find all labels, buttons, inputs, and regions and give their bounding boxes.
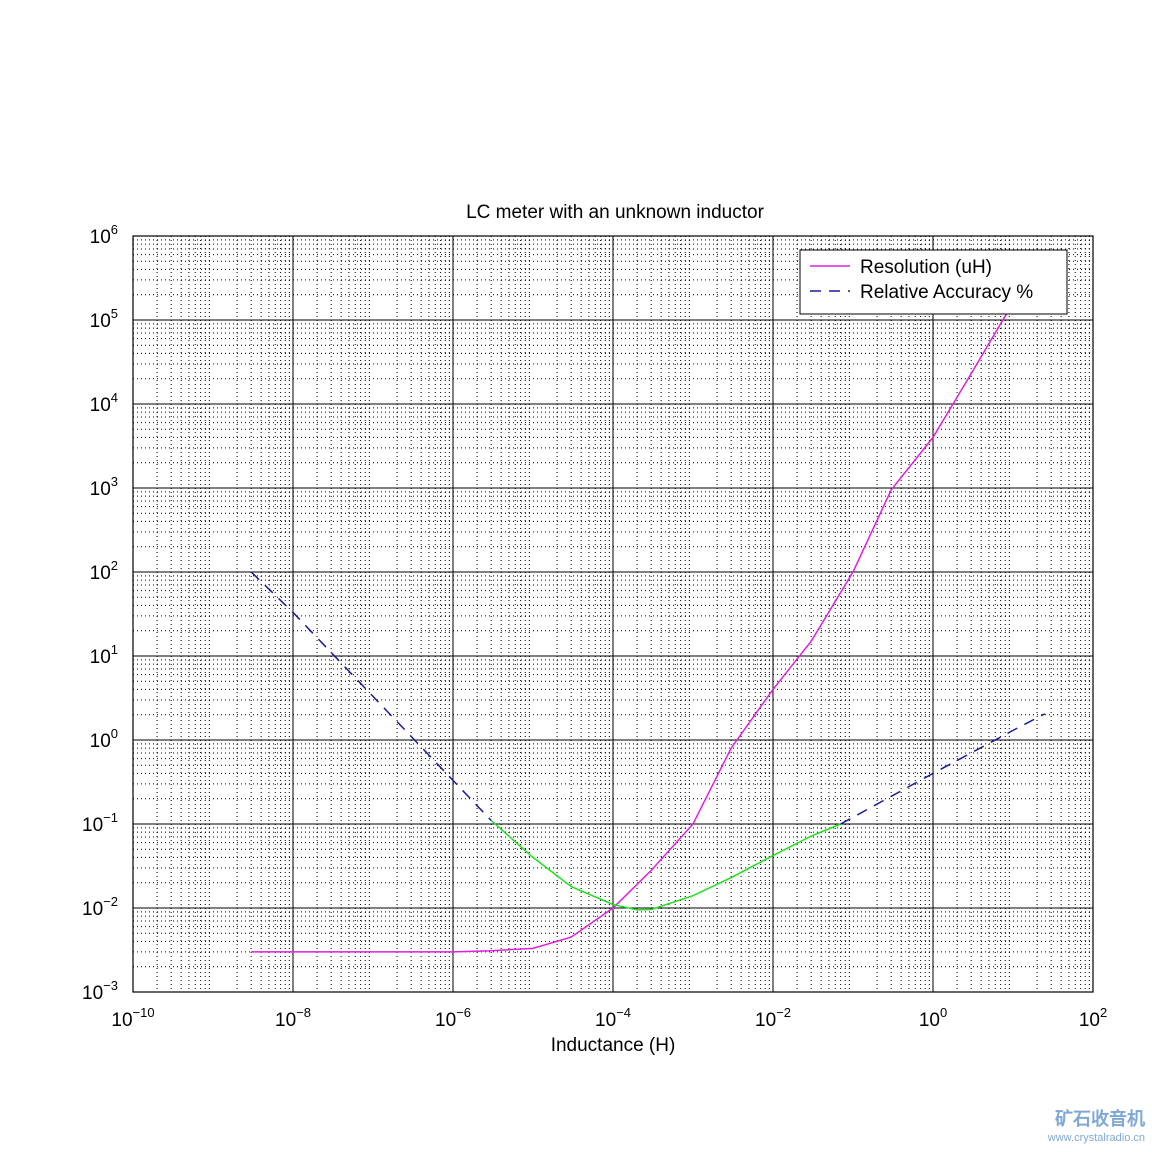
tick-label-exponent: 0 [111,726,118,741]
tick-label: 105 [90,306,118,332]
tick-label-base: 10 [90,647,111,668]
tick-label-exponent: 0 [940,1005,947,1020]
tick-label: 10−1 [82,810,118,836]
tick-label-exponent: 2 [1100,1005,1107,1020]
tick-label-base: 10 [595,1010,616,1031]
tick-label: 10−2 [82,894,118,920]
tick-label-exponent: −2 [776,1005,791,1020]
series-line [490,819,841,911]
tick-label-base: 10 [90,227,111,248]
tick-label-exponent: −8 [296,1005,311,1020]
tick-label: 10−3 [82,978,118,1004]
plot-frame [132,235,1094,993]
tick-label: 10−2 [755,1005,791,1031]
tick-label-exponent: 1 [111,642,118,657]
tick-label-exponent: −2 [103,894,118,909]
tick-label-exponent: −4 [616,1005,631,1020]
legend-label: Relative Accuracy % [860,282,1033,303]
tick-label-base: 10 [919,1010,940,1031]
tick-label: 10−6 [435,1005,471,1031]
tick-label-base: 10 [90,311,111,332]
chart-title: LC meter with an unknown inductor [466,202,764,223]
tick-label-exponent: −6 [456,1005,471,1020]
tick-label: 103 [90,474,118,500]
tick-label-base: 10 [82,983,103,1004]
legend-label: Resolution (uH) [860,257,992,278]
tick-label-exponent: 3 [111,474,118,489]
tick-label-base: 10 [111,1010,132,1031]
tick-label-exponent: 2 [111,558,118,573]
tick-label-base: 10 [435,1010,456,1031]
tick-label-exponent: −1 [103,810,118,825]
tick-label: 102 [1079,1005,1107,1031]
series-line [250,571,1046,825]
tick-label-exponent: −10 [133,1005,155,1020]
tick-label-base: 10 [82,899,103,920]
watermark-title: 矿石收音机 [1055,1108,1145,1129]
tick-label: 102 [90,558,118,584]
tick-label: 10−4 [595,1005,631,1031]
tick-label: 106 [90,222,118,248]
tick-label: 101 [90,642,118,668]
tick-label-exponent: −3 [103,978,118,993]
tick-label-base: 10 [1079,1010,1100,1031]
tick-label-base: 10 [90,395,111,416]
tick-label-base: 10 [82,815,103,836]
tick-label: 100 [919,1005,947,1031]
tick-label-base: 10 [90,479,111,500]
tick-label: 104 [90,390,118,416]
watermark-url: www.crystalradio.cn [1047,1132,1145,1144]
tick-label-base: 10 [755,1010,776,1031]
tick-label: 100 [90,726,118,752]
tick-label-exponent: 4 [111,390,118,405]
tick-label-base: 10 [275,1010,296,1031]
tick-label-base: 10 [90,563,111,584]
tick-label-exponent: 6 [111,222,118,237]
series-line [251,296,1020,953]
tick-label-exponent: 5 [111,306,118,321]
x-axis-label: Inductance (H) [551,1035,676,1056]
tick-label: 10−10 [111,1005,154,1031]
legend-box [799,249,1068,315]
tick-label: 10−8 [275,1005,311,1031]
tick-label-base: 10 [90,731,111,752]
